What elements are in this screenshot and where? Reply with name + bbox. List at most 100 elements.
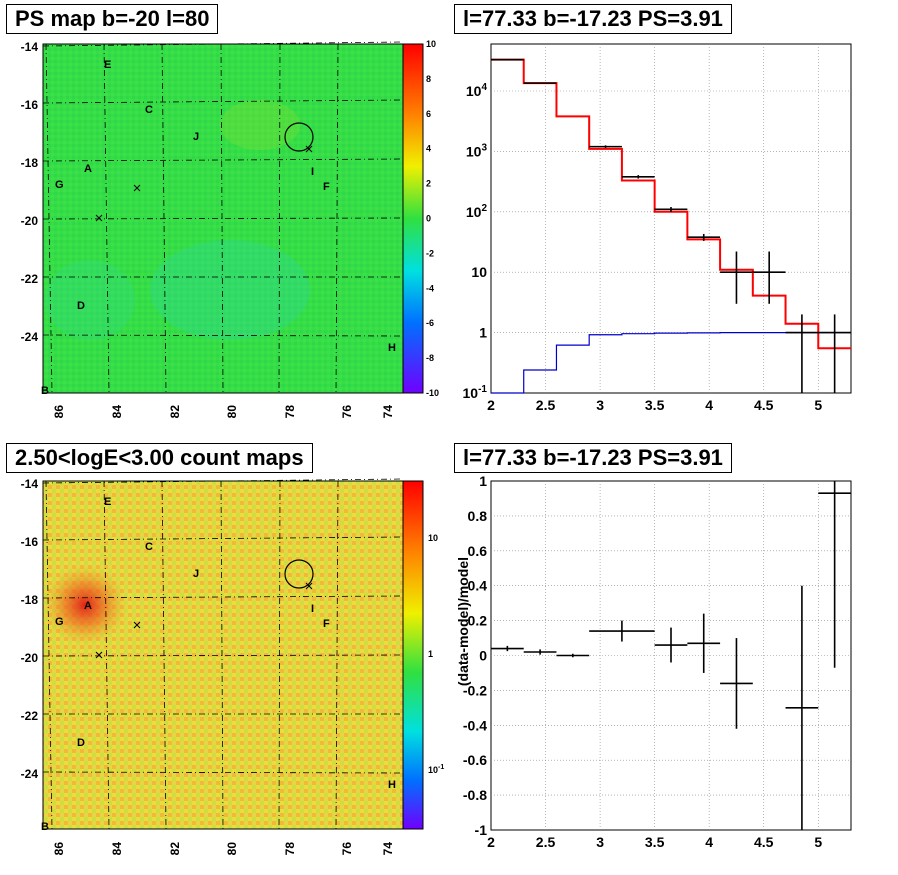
- count-colorbar: [402, 480, 424, 830]
- spectrum-y-tick: 103: [466, 142, 488, 159]
- spectrum-y-tick: 102: [466, 203, 488, 220]
- ps-map-grid: [42, 41, 404, 394]
- source-label-c: C: [145, 104, 153, 116]
- source-label-i: I: [311, 603, 314, 615]
- spectrum-y-tick: 1: [479, 325, 487, 341]
- spectrum-x-tick: 3: [596, 397, 604, 413]
- source-label-h: H: [388, 342, 396, 354]
- ps-colorbar-tick: 6: [426, 109, 431, 119]
- map-x-tick: 80: [225, 842, 239, 856]
- ps-map-blob: [220, 100, 300, 150]
- spectrum-x-tick: 5: [814, 397, 822, 413]
- spectrum-frame: [490, 43, 852, 394]
- map-y-tick: -20: [21, 214, 39, 228]
- spectrum-panel: 2 2.5 3 3.5 4 4.5 5 10-1 1 10 102 103 104: [463, 43, 852, 413]
- spectrum-x-tick: 2.5: [536, 397, 556, 413]
- residual-y-tick: 0.2: [468, 613, 488, 629]
- source-label-a: A: [84, 600, 92, 612]
- map-x-tick: 76: [340, 842, 354, 856]
- ps-map-title: PS map b=-20 l=80: [6, 4, 219, 34]
- spectrum-title: l=77.33 b=-17.23 PS=3.91: [454, 4, 732, 34]
- map-y-tick: -24: [21, 330, 39, 344]
- residual-x-tick: 2.5: [536, 834, 556, 850]
- residual-x-tick: 2: [487, 834, 495, 850]
- map-y-tick: -18: [21, 593, 39, 607]
- residual-y-tick: -1: [475, 822, 488, 838]
- source-circle: [284, 559, 314, 589]
- count-colorbar-tick: 10-1: [428, 764, 444, 775]
- map-y-tick: -18: [21, 156, 39, 170]
- map-x-tick: 76: [340, 405, 354, 419]
- source-label-d: D: [77, 737, 85, 749]
- map-y-tick: -16: [21, 535, 39, 549]
- residual-y-tick: -0.6: [463, 752, 487, 768]
- residuals-title: l=77.33 b=-17.23 PS=3.91: [454, 443, 732, 473]
- ps-colorbar-tick: -10: [426, 388, 439, 398]
- spectrum-y-tick: 10: [471, 264, 487, 280]
- residual-x-tick: 4.5: [754, 834, 774, 850]
- source-label-f: F: [323, 618, 330, 630]
- ps-colorbar-tick: 2: [426, 179, 431, 189]
- map-y-tick: -14: [21, 477, 39, 491]
- spectrum-x-tick: 2: [487, 397, 495, 413]
- spectrum-x-tick: 3.5: [645, 397, 665, 413]
- map-x-tick: 86: [52, 842, 66, 856]
- source-label-g: G: [55, 179, 64, 191]
- residual-x-tick: 3: [596, 834, 604, 850]
- source-label-j: J: [193, 131, 199, 143]
- residual-x-tick: 4: [705, 834, 713, 850]
- residual-y-tick: 1: [479, 473, 487, 489]
- residual-y-tick: 0: [479, 648, 487, 664]
- source-label-a: A: [84, 163, 92, 175]
- background-step-line: [491, 332, 851, 394]
- map-y-tick: -20: [21, 651, 39, 665]
- count-map-title: 2.50<logE<3.00 count maps: [6, 443, 313, 473]
- spectrum-x-tick: 4: [705, 397, 713, 413]
- map-corner-label: B: [41, 821, 49, 833]
- source-label-e: E: [104, 59, 111, 71]
- ps-colorbar-tick: 4: [426, 144, 431, 154]
- ps-colorbar-tick: 0: [426, 214, 431, 224]
- count-colorbar-tick: 10: [428, 533, 438, 543]
- map-x-tick: 74: [381, 842, 395, 856]
- ps-colorbar-tick: 8: [426, 74, 431, 84]
- residual-y-axis-label: (data-model)/model: [455, 557, 471, 686]
- map-x-tick: 82: [168, 842, 182, 856]
- residuals-panel: 2 2.5 3 3.5 4 4.5 5 1 0.8 0.6 0.4 0.2 0 -0.2 -0.4 -0.6 -…: [455, 473, 852, 850]
- residual-y-tick: 0.8: [468, 508, 488, 524]
- ps-map-blob: [45, 260, 135, 340]
- source-label-d: D: [77, 300, 85, 312]
- map-y-tick: -16: [21, 98, 39, 112]
- map-x-tick: 74: [381, 405, 395, 419]
- source-crosses: [95, 145, 313, 222]
- spectrum-y-tick: 10-1: [463, 384, 488, 401]
- ps-colorbar-tick: 10: [426, 39, 436, 49]
- map-y-tick: -24: [21, 767, 39, 781]
- residual-y-tick: -0.4: [463, 717, 487, 733]
- residual-y-tick: 0.6: [468, 543, 488, 559]
- map-x-tick: 84: [110, 405, 124, 419]
- source-label-g: G: [55, 616, 64, 628]
- ps-colorbar-tick: -6: [426, 318, 434, 328]
- map-x-tick: 84: [110, 842, 124, 856]
- residual-x-tick: 3.5: [645, 834, 665, 850]
- source-label-h: H: [388, 779, 396, 791]
- residual-x-tick: 5: [814, 834, 822, 850]
- spectrum-x-tick: 4.5: [754, 397, 774, 413]
- model-step-line: [491, 58, 851, 350]
- count-colorbar-tick: 1: [428, 649, 433, 659]
- source-label-i: I: [311, 166, 314, 178]
- ps-colorbar-tick: -8: [426, 353, 434, 363]
- map-y-tick: -14: [21, 40, 39, 54]
- ps-colorbar-tick: -2: [426, 248, 434, 258]
- residual-y-tick: 0.4: [468, 578, 488, 594]
- count-map-panel: E C J A G IF D H -14 -16 -18 -20 -22 -24 86 84 82 80 78 7…: [21, 477, 445, 856]
- source-label-e: E: [104, 496, 111, 508]
- source-circle: [284, 122, 314, 152]
- map-y-tick: -22: [21, 272, 39, 286]
- spectrum-y-tick: 104: [466, 82, 488, 99]
- map-y-tick: -22: [21, 709, 39, 723]
- ps-colorbar-tick: -4: [426, 283, 434, 293]
- residual-y-tick: -0.2: [463, 682, 487, 698]
